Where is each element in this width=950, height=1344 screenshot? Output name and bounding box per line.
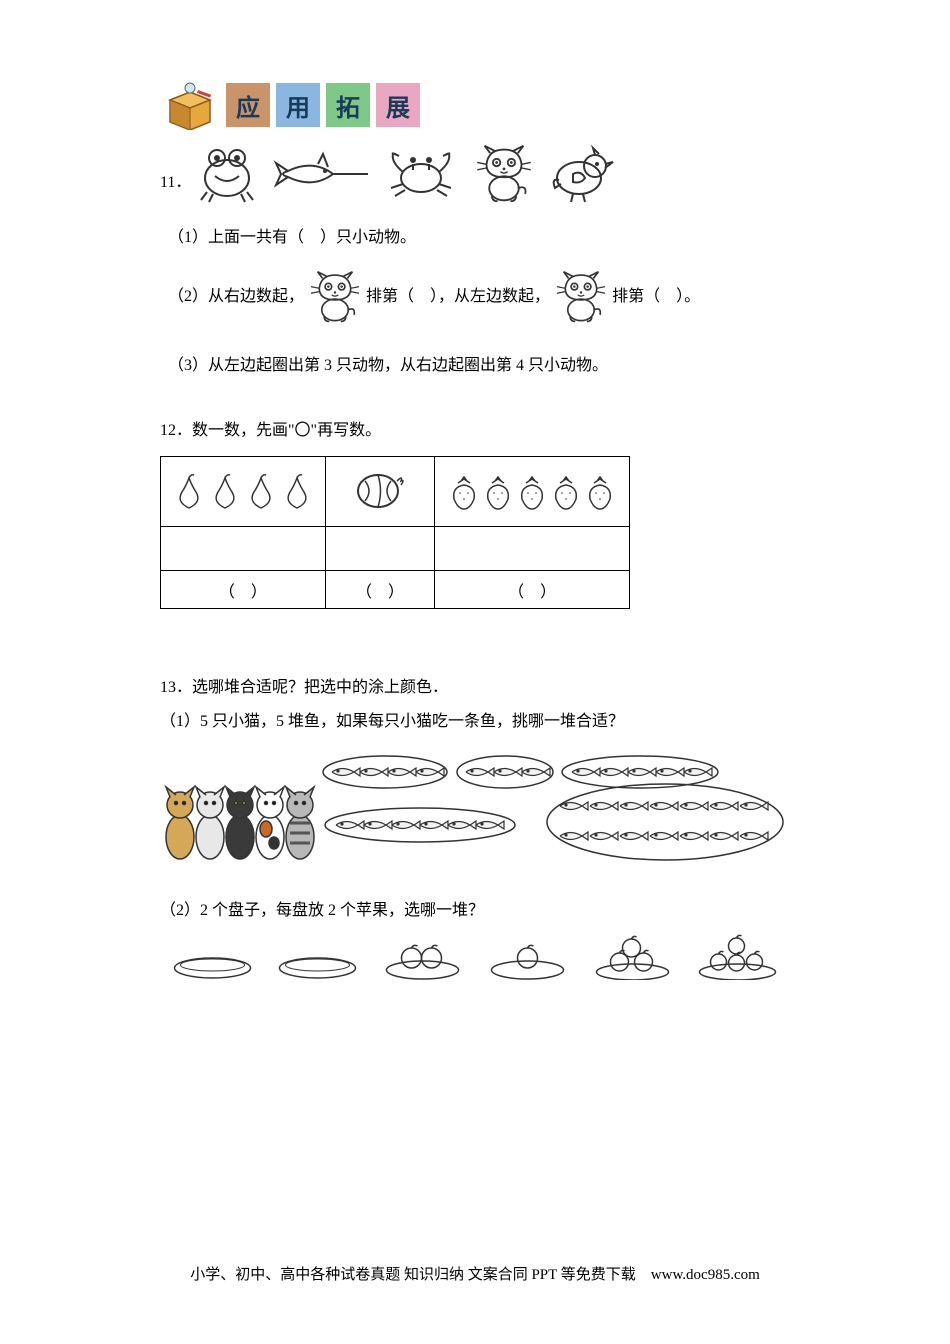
q13: 13．选哪堆合适呢？把选中的涂上颜色． （1）5 只小猫，5 堆鱼，如果每只小猫… bbox=[160, 673, 790, 980]
draw-cell-3 bbox=[435, 527, 630, 571]
q11-sub2-b: 排第（ bbox=[366, 281, 414, 313]
blank bbox=[660, 281, 676, 313]
banner-char-1: 应 bbox=[226, 83, 270, 127]
plates-and-apples bbox=[160, 930, 790, 980]
crab-icon bbox=[381, 144, 461, 204]
q11-sub3: （3）从左边起圈出第 3 只动物，从右边起圈出第 4 只小动物。 bbox=[168, 350, 790, 382]
cats-and-fish-image bbox=[160, 747, 790, 867]
q11-sub3-text: （3）从左边起圈出第 3 只动物，从右边起圈出第 4 只小动物。 bbox=[168, 350, 608, 382]
q11-row: 11． bbox=[160, 144, 790, 204]
q13-sub2: （2）2 个盘子，每盘放 2 个苹果，选哪一堆？ bbox=[160, 896, 790, 920]
cat-icon bbox=[306, 268, 364, 326]
q11-sub1-text-a: （1）上面一共有（ bbox=[168, 222, 304, 254]
worksheet-page: 应 用 拓 展 11． bbox=[0, 0, 950, 980]
q11-sub2-d: 排第（ bbox=[612, 281, 660, 313]
answer-cell-2: （ ） bbox=[325, 571, 434, 609]
q11-sub2-a: （2）从右边数起， bbox=[168, 281, 304, 313]
plate-empty-1 bbox=[160, 930, 265, 980]
q11-number: 11． bbox=[160, 168, 191, 204]
box-icon bbox=[160, 80, 220, 130]
q12: 12．数一数，先画"〇"再写数。 bbox=[160, 416, 790, 609]
blank bbox=[414, 281, 430, 313]
q11-sub2: （2）从右边数起， 排第（ ），从左边数起， 排第（ bbox=[168, 268, 790, 326]
animal-lineup bbox=[195, 144, 617, 204]
section-banner: 应 用 拓 展 bbox=[160, 80, 790, 130]
answer-cell-3: （ ） bbox=[435, 571, 630, 609]
draw-cell-2 bbox=[325, 527, 434, 571]
answer-cell-1: （ ） bbox=[161, 571, 326, 609]
count-table: （ ） （ ） （ ） bbox=[160, 456, 630, 609]
banner-char-3: 拓 bbox=[326, 83, 370, 127]
blank bbox=[304, 222, 320, 254]
banner-char-4: 展 bbox=[376, 83, 420, 127]
bird-icon bbox=[547, 144, 617, 204]
footer-text: 小学、初中、高中各种试卷真题 知识归纳 文案合同 PPT 等免费下载 www.d… bbox=[190, 1267, 760, 1283]
plate-2-apples bbox=[370, 930, 475, 980]
q12-title: 12．数一数，先画"〇"再写数。 bbox=[160, 416, 790, 440]
cat-icon bbox=[469, 144, 539, 204]
q11-sub1: （1）上面一共有（ ）只小动物。 bbox=[168, 222, 790, 254]
q13-sub1: （1）5 只小猫，5 堆鱼，如果每只小猫吃一条鱼，挑哪一堆合适？ bbox=[160, 707, 790, 731]
q13-title: 13．选哪堆合适呢？把选中的涂上颜色． bbox=[160, 673, 790, 697]
plate-3-apples bbox=[580, 930, 685, 980]
cat-icon bbox=[552, 268, 610, 326]
page-footer: 小学、初中、高中各种试卷真题 知识归纳 文案合同 PPT 等免费下载 www.d… bbox=[0, 1263, 950, 1284]
plate-empty-2 bbox=[265, 930, 370, 980]
cell-pears bbox=[161, 457, 326, 527]
cell-strawberries bbox=[435, 457, 630, 527]
frog-icon bbox=[195, 144, 265, 204]
draw-cell-1 bbox=[161, 527, 326, 571]
plate-4-apples bbox=[685, 930, 790, 980]
q11-sub1-text-b: ）只小动物。 bbox=[320, 222, 416, 254]
q11-sub2-c: ），从左边数起， bbox=[430, 281, 550, 313]
cell-watermelon bbox=[325, 457, 434, 527]
banner-char-2: 用 bbox=[276, 83, 320, 127]
swordfish-icon bbox=[273, 144, 373, 204]
plate-1-apple bbox=[475, 930, 580, 980]
q11-sub2-e: ）。 bbox=[676, 281, 700, 313]
